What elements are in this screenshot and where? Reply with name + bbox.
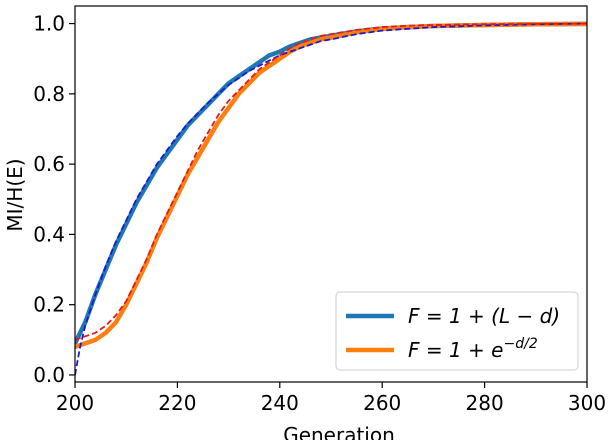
legend: F = 1 + (L − d) F = 1 + e−d/2 xyxy=(335,291,579,371)
y-tick-label-2: 0.4 xyxy=(33,222,65,246)
axes-frame xyxy=(74,5,588,383)
x-tick-label-5: 300 xyxy=(568,391,606,415)
x-axis-title: Generation xyxy=(283,423,395,440)
legend-label-superscript-1: −d/2 xyxy=(503,336,537,352)
series-line-2 xyxy=(75,22,587,376)
y-axis-title: MI/H(E) xyxy=(3,158,27,231)
x-tick-label-3: 260 xyxy=(363,391,401,415)
legend-label-main-0: F = 1 + (L − d) xyxy=(408,304,560,328)
series-line-3 xyxy=(75,22,587,341)
y-tick-label-0: 0.0 xyxy=(33,363,65,387)
legend-label-main-1: F = 1 + e xyxy=(408,338,503,362)
x-tick-label-1: 220 xyxy=(158,391,196,415)
x-tick-label-4: 280 xyxy=(466,391,504,415)
y-tick-label-4: 0.8 xyxy=(33,82,65,106)
x-tick-label-0: 200 xyxy=(56,391,94,415)
y-tick-label-3: 0.6 xyxy=(33,152,65,176)
x-tick-label-2: 240 xyxy=(261,391,299,415)
legend-box xyxy=(335,291,579,371)
axes-layer: 200 220 240 260 280 300 0.0 0.2 0.4 0.6 0.8 1.0 xyxy=(33,5,606,415)
legend-label-1: F = 1 + e−d/2 xyxy=(408,336,538,362)
series-line-1 xyxy=(75,21,587,350)
y-tick-label-1: 0.2 xyxy=(33,293,65,317)
legend-label-0: F = 1 + (L − d) xyxy=(408,304,560,328)
y-tick-label-5: 1.0 xyxy=(33,12,65,36)
series-layer xyxy=(75,21,587,376)
